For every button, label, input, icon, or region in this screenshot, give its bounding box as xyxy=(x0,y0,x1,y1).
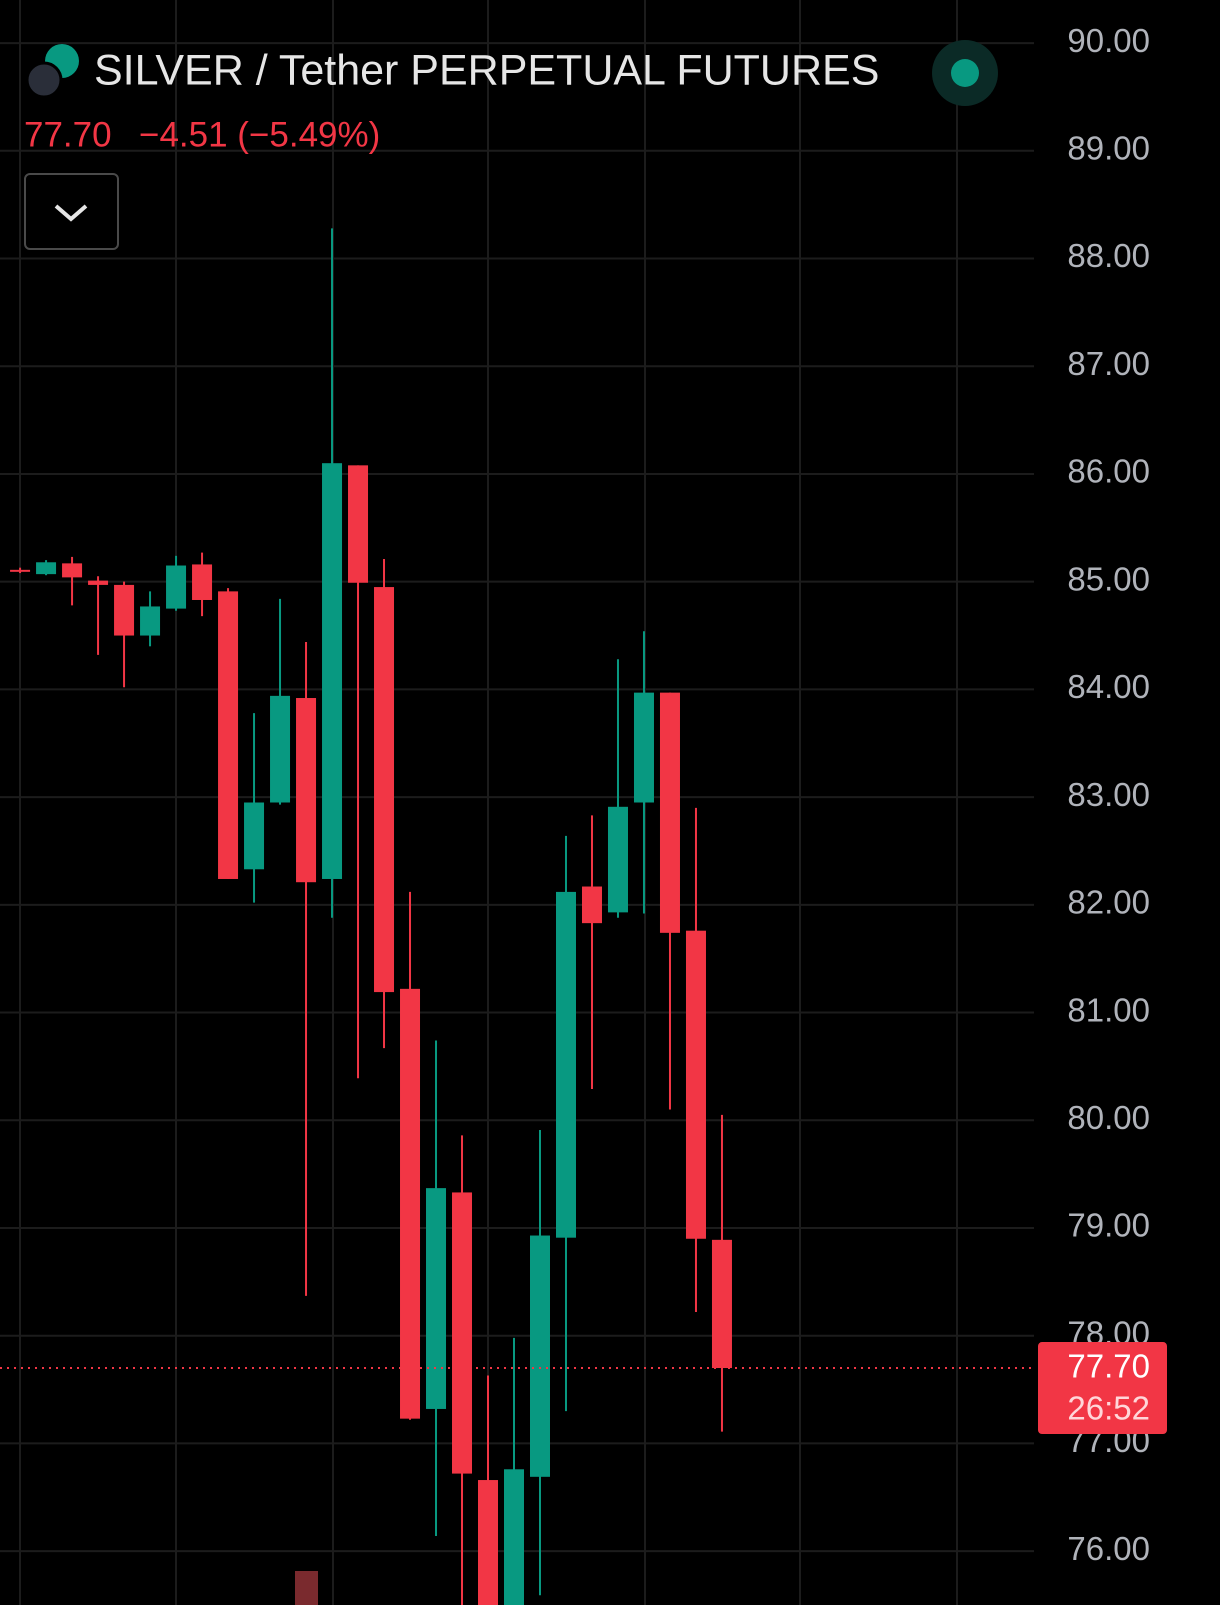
candle-body xyxy=(659,692,680,933)
header: SILVER / Tether PERPETUAL FUTURES 77.70 … xyxy=(24,40,998,250)
grid xyxy=(0,0,1034,1605)
candle-body xyxy=(607,806,628,913)
candle-body xyxy=(140,606,161,636)
candle-body xyxy=(581,886,602,924)
candle-body xyxy=(426,1188,447,1409)
candle-body xyxy=(192,564,213,600)
chevron-icon xyxy=(54,204,88,222)
candle-body xyxy=(296,698,317,883)
candle-body xyxy=(322,463,343,879)
candle-body xyxy=(504,1469,525,1605)
candle-body xyxy=(452,1192,473,1474)
y-tick-label: 79.00 xyxy=(1067,1207,1150,1244)
y-tick-label: 83.00 xyxy=(1067,776,1150,813)
candle-body xyxy=(685,930,706,1239)
overlay: 76.0077.0078.0079.0080.0081.0082.0083.00… xyxy=(0,22,1167,1567)
candle-body xyxy=(555,891,576,1238)
candle-body xyxy=(166,565,187,609)
price-label-box xyxy=(1038,1342,1167,1435)
symbol-title: SILVER / Tether PERPETUAL FUTURES xyxy=(94,46,879,94)
candle-body xyxy=(114,584,135,636)
candle-body xyxy=(478,1480,499,1605)
price-label: 77.70 xyxy=(1067,1348,1150,1385)
candle-body xyxy=(374,587,395,993)
y-tick-label: 85.00 xyxy=(1067,560,1150,597)
y-tick-label: 80.00 xyxy=(1067,1099,1150,1136)
y-tick-label: 86.00 xyxy=(1067,453,1150,490)
candle-body xyxy=(36,562,57,575)
y-tick-label: 76.00 xyxy=(1067,1530,1150,1567)
candles xyxy=(10,228,732,1605)
candle-body xyxy=(10,569,31,572)
y-tick-label: 89.00 xyxy=(1067,130,1150,167)
y-tick-label: 90.00 xyxy=(1067,22,1150,59)
y-tick-label: 82.00 xyxy=(1067,884,1150,921)
volume-bar xyxy=(295,1571,318,1605)
candle-body xyxy=(711,1239,732,1369)
candle-body xyxy=(348,465,369,583)
price-change: −4.51 (−5.49%) xyxy=(139,115,380,154)
candle-body xyxy=(633,692,654,803)
candle-body xyxy=(218,591,239,879)
candle-body xyxy=(88,580,109,585)
y-tick-label: 84.00 xyxy=(1067,668,1150,705)
candle-body xyxy=(244,802,265,870)
candle-body xyxy=(400,988,421,1419)
coin-icon xyxy=(25,61,63,99)
countdown-label: 26:52 xyxy=(1067,1390,1150,1427)
y-tick-label: 87.00 xyxy=(1067,345,1150,382)
candle-body xyxy=(62,563,83,578)
collapse-button[interactable] xyxy=(24,173,119,250)
y-tick-label: 88.00 xyxy=(1067,237,1150,274)
last-price: 77.70 xyxy=(24,115,112,154)
y-tick-label: 81.00 xyxy=(1067,991,1150,1028)
candle-body xyxy=(529,1235,550,1477)
candle-body xyxy=(270,695,291,803)
status-dot xyxy=(951,59,979,87)
